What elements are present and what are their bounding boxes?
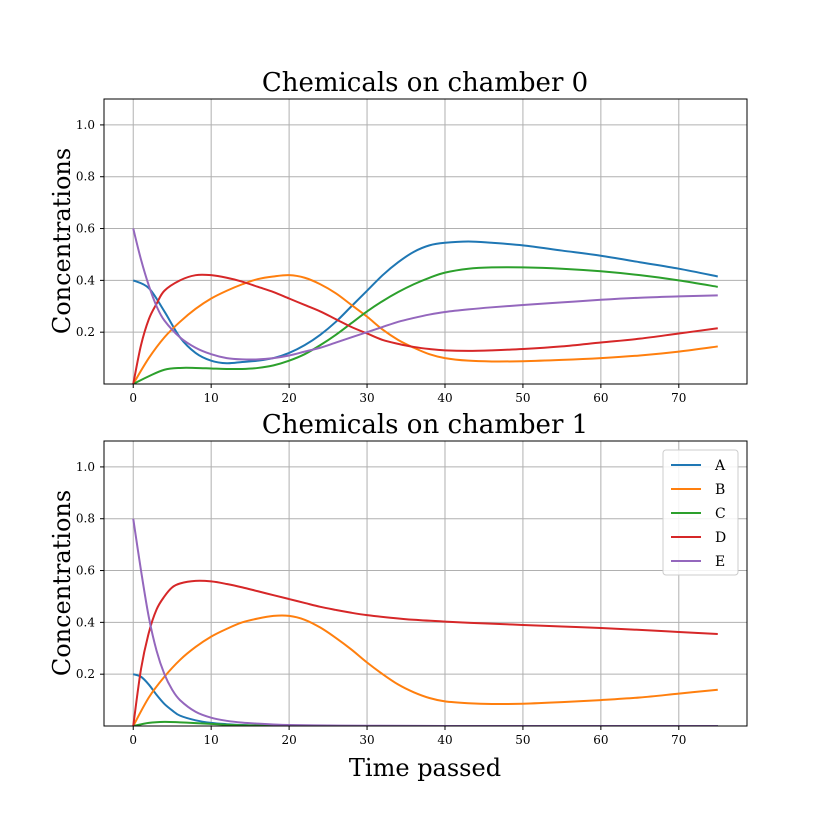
chart-2-ylabel: Concentrations <box>48 490 76 676</box>
chart-2-ytick-label: 1.0 <box>76 460 95 474</box>
chart-1-xtick-label: 70 <box>671 391 686 405</box>
chart-1-series-group <box>132 228 718 384</box>
chart-2-ytick-label: 0.4 <box>76 615 95 629</box>
chart-1-xtick-label: 40 <box>437 391 452 405</box>
chart-2-legend-label-a: A <box>714 458 726 474</box>
chart-2-ytick-label: 0.6 <box>76 564 95 578</box>
chart-2-xtick-label: 50 <box>515 733 530 747</box>
chart-2-title: Chemicals on chamber 1 <box>262 410 588 440</box>
chart-2-ytick-label: 0.2 <box>76 667 95 681</box>
chart-2-xtick-label: 20 <box>281 733 296 747</box>
chart-2-legend-label-c: C <box>715 506 726 522</box>
chart-1-series-b <box>132 274 718 384</box>
chart-2-series-b <box>132 614 718 726</box>
chart-2-xtick-label: 70 <box>671 733 686 747</box>
chart-1-xtick-label: 10 <box>204 391 219 405</box>
chart-2-xtick-label: 0 <box>129 733 137 747</box>
chart-1-axes-frame <box>103 98 748 385</box>
chart-1-ytick-label: 0.6 <box>76 222 95 236</box>
chart-1-xtick-label: 20 <box>281 391 296 405</box>
chart-1-ytick-label: 1.0 <box>76 118 95 132</box>
chart-2-xtick-label: 30 <box>359 733 374 747</box>
chart-1-xtick-label: 0 <box>129 391 137 405</box>
chart-1-series-c <box>132 266 718 384</box>
chart-2-xlabel: Time passed <box>349 754 501 782</box>
chart-1-plot-area: 0 10 20 30 40 50 60 70 0.2 0.4 0.6 0.8 1.0 <box>76 98 748 405</box>
chart-2-series-e <box>132 518 718 726</box>
chart-1-ytick-label: 0.2 <box>76 325 95 339</box>
chart-1-ylabel: Concentrations <box>48 148 76 334</box>
chart-2-axes-frame <box>103 440 748 727</box>
chart-2-xtick-label: 10 <box>204 733 219 747</box>
chart-2-legend-label-d: D <box>715 530 726 546</box>
chart-1-series-a <box>132 240 718 365</box>
chart-2-xtick-label: 60 <box>593 733 608 747</box>
chart-2-series-d <box>132 579 718 726</box>
chart-1-series-e <box>132 228 718 361</box>
chart-2-axes-background <box>104 441 747 726</box>
chart-1-xtick-label: 60 <box>593 391 608 405</box>
chart-1-xtick-label: 50 <box>515 391 530 405</box>
chart-2-legend-label-e: E <box>715 554 725 570</box>
chart-2-ytick-label: 0.8 <box>76 512 95 526</box>
chart-1-ytick-label: 0.4 <box>76 273 95 287</box>
chart-2-xtick-label: 40 <box>437 733 452 747</box>
chart-1-ytick-label: 0.8 <box>76 170 95 184</box>
chart-1-axes-background <box>104 99 747 384</box>
chart-1-xtick-label: 30 <box>359 391 374 405</box>
chart-1-title: Chemicals on chamber 0 <box>262 68 588 98</box>
chart-2-legend-label-b: B <box>715 482 725 498</box>
chart-1-series-d <box>132 273 718 384</box>
